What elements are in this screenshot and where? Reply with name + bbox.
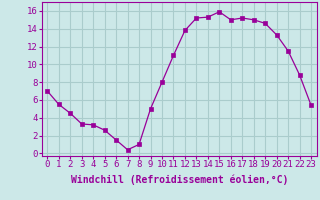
X-axis label: Windchill (Refroidissement éolien,°C): Windchill (Refroidissement éolien,°C) (70, 175, 288, 185)
